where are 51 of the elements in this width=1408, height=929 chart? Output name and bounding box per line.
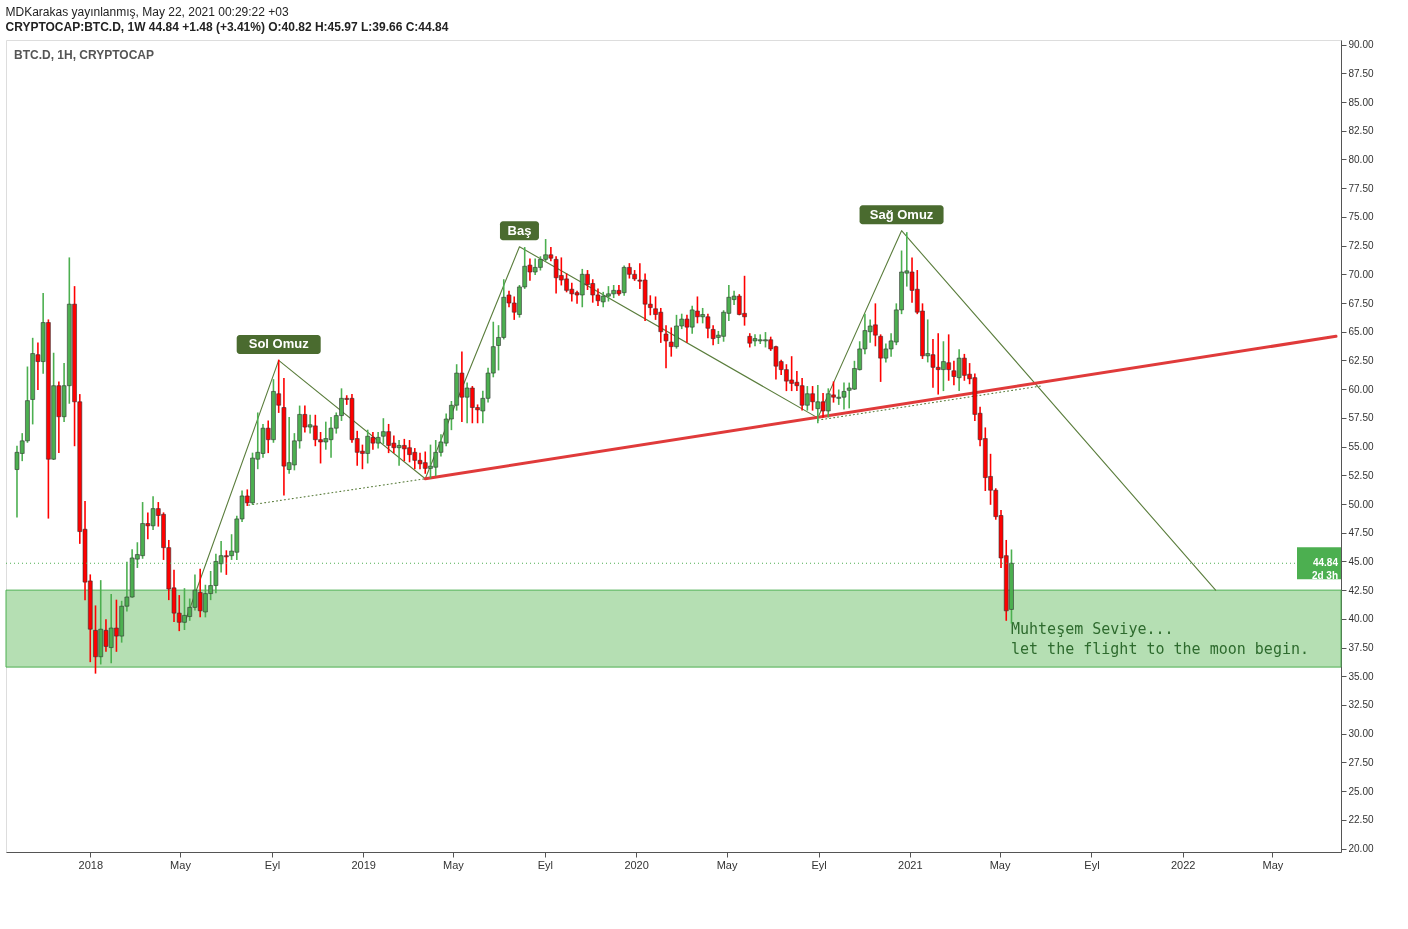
y-tick-label: 85.00 bbox=[1348, 96, 1374, 108]
y-tick-label: 87.50 bbox=[1348, 67, 1374, 79]
chart-title: MDKarakas yayınlanmış, May 22, 2021 00:29:22 +03 bbox=[5, 4, 289, 19]
y-tick-label: 37.50 bbox=[1348, 642, 1374, 654]
x-tick-label: May bbox=[989, 858, 1011, 871]
y-tick-label: 62.50 bbox=[1348, 354, 1374, 366]
x-tick-label: 2020 bbox=[624, 858, 649, 871]
y-tick-label: 55.00 bbox=[1348, 441, 1374, 453]
y-tick-label: 72.50 bbox=[1348, 240, 1374, 252]
annotation: Sağ Omuz bbox=[869, 206, 934, 222]
annotation: Baş bbox=[507, 222, 532, 238]
x-tick-label: 2018 bbox=[78, 858, 103, 871]
y-tick-label: 70.00 bbox=[1348, 268, 1374, 280]
y-tick-label: 35.00 bbox=[1348, 670, 1374, 682]
y-tick-label: 65.00 bbox=[1348, 326, 1374, 338]
x-tick-label: May bbox=[170, 858, 192, 871]
y-tick-label: 50.00 bbox=[1348, 498, 1374, 510]
y-tick-label: 52.50 bbox=[1348, 469, 1374, 481]
y-tick-label: 75.00 bbox=[1348, 211, 1374, 223]
y-tick-label: 80.00 bbox=[1348, 153, 1374, 165]
x-tick-label: Eyl bbox=[811, 858, 827, 871]
x-tick-label: May bbox=[716, 858, 738, 871]
y-tick-label: 22.50 bbox=[1348, 814, 1374, 826]
y-tick-label: 47.50 bbox=[1348, 527, 1374, 539]
x-tick-label: May bbox=[1262, 858, 1284, 871]
x-tick-label: 2021 bbox=[898, 858, 923, 871]
ref-line-label: 44.84 2d 3h bbox=[1311, 557, 1339, 582]
x-tick-label: Eyl bbox=[1084, 858, 1100, 871]
y-tick-label: 42.50 bbox=[1348, 584, 1374, 596]
x-tick-label: 2019 bbox=[351, 858, 376, 871]
y-tick-label: 60.00 bbox=[1348, 383, 1374, 395]
chart-subtitle: CRYPTOCAP:BTC.D, 1W 44.84 +1.48 (+3.41%) O:40.82 H:45.97 L:39.66 C:44.84 bbox=[5, 19, 449, 34]
y-tick-label: 25.00 bbox=[1348, 785, 1374, 797]
y-tick-label: 27.50 bbox=[1348, 756, 1374, 768]
y-tick-label: 67.50 bbox=[1348, 297, 1374, 309]
band-label: Muhteşem Seviye... let the flight to the moon begin. bbox=[1011, 619, 1310, 658]
x-tick-label: Eyl bbox=[264, 858, 281, 871]
x-tick-label: May bbox=[443, 858, 465, 871]
y-tick-label: 45.00 bbox=[1348, 555, 1374, 567]
annotation: Sol Omuz bbox=[248, 336, 310, 352]
y-tick-label: 32.50 bbox=[1348, 699, 1374, 711]
y-tick-label: 30.00 bbox=[1348, 728, 1374, 740]
x-tick-label: 2022 bbox=[1170, 858, 1196, 871]
y-tick-label: 82.50 bbox=[1348, 125, 1374, 137]
x-tick-label: Eyl bbox=[537, 858, 554, 871]
y-tick-label: 77.50 bbox=[1348, 182, 1374, 194]
y-tick-label: 20.00 bbox=[1348, 843, 1374, 855]
y-tick-label: 40.00 bbox=[1348, 613, 1374, 625]
y-tick-label: 57.50 bbox=[1348, 412, 1374, 424]
y-tick-label: 90.00 bbox=[1348, 39, 1374, 51]
annotation: BTC.D, 1H, CRYPTOCAP bbox=[14, 48, 155, 62]
